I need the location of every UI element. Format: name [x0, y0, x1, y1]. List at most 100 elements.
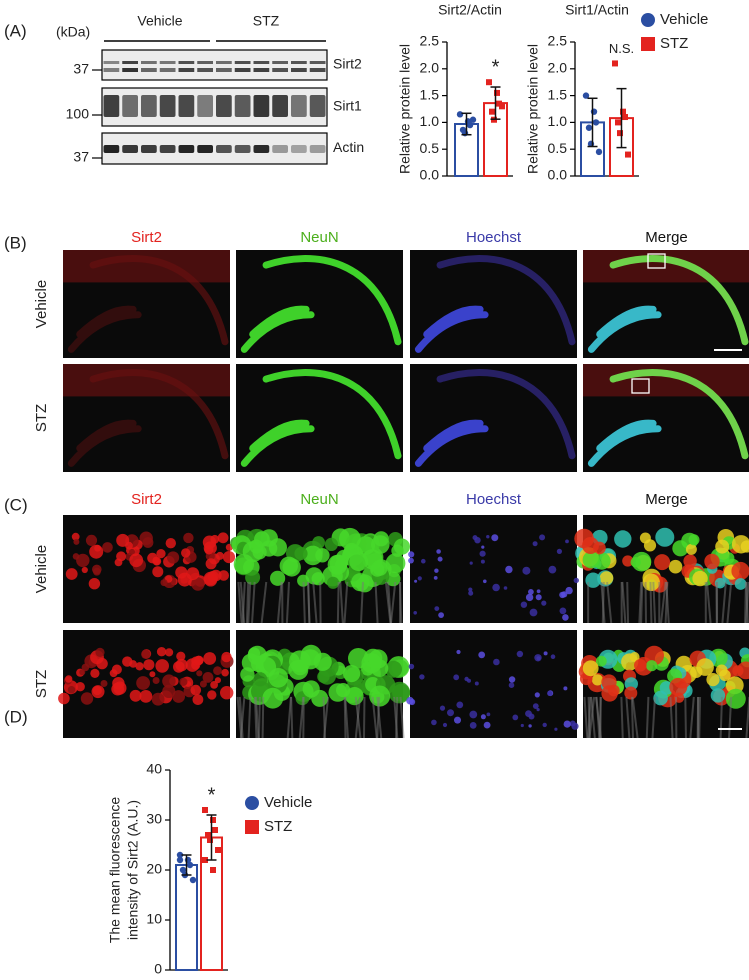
data-point [617, 130, 623, 137]
data-point [189, 876, 197, 884]
micrograph [583, 364, 749, 472]
blot-band [234, 145, 251, 153]
cell [408, 557, 414, 564]
blot-band [141, 95, 157, 117]
cell [419, 674, 425, 680]
cell [129, 553, 144, 568]
blot-band [141, 68, 157, 72]
cell [436, 549, 441, 554]
cell [559, 607, 567, 615]
dendrite [257, 696, 261, 739]
cell [630, 557, 641, 568]
dendrite [260, 581, 268, 624]
cell [343, 665, 361, 683]
cell [313, 652, 332, 671]
legend-swatch [245, 820, 259, 834]
cell [508, 682, 515, 688]
cell [345, 687, 364, 706]
y-tick-label: 40 [146, 761, 162, 777]
cell [731, 535, 749, 554]
stain-layer [240, 419, 315, 467]
cell [413, 611, 418, 615]
cell [196, 670, 203, 677]
blot-band [178, 145, 195, 153]
dendrite [630, 696, 634, 739]
data-point [615, 119, 621, 126]
dendrite [251, 581, 256, 624]
cell [96, 657, 108, 670]
cell [88, 578, 101, 590]
y-axis-label: Relative protein level [525, 44, 541, 174]
cell [481, 545, 485, 549]
cell [165, 648, 174, 657]
cell [221, 651, 232, 663]
cell [135, 662, 144, 671]
blot-band [178, 61, 195, 64]
cell [92, 685, 102, 696]
annotation: * [208, 784, 216, 806]
cell [454, 716, 461, 724]
dendrite [312, 581, 318, 624]
micrograph-bg [63, 515, 230, 623]
blot-frame [101, 49, 328, 81]
micrograph [583, 250, 749, 358]
column-header: Merge [645, 229, 688, 246]
cell [464, 676, 469, 682]
cell [634, 659, 647, 672]
blot-band [197, 61, 213, 64]
cell [349, 552, 369, 572]
cell [262, 687, 284, 709]
cell [683, 554, 697, 568]
data-point [205, 832, 211, 838]
cell [571, 722, 579, 730]
cell [391, 544, 404, 557]
blot-band [197, 95, 213, 117]
blot-band [291, 61, 307, 64]
cell [58, 692, 70, 705]
cell [240, 667, 255, 682]
cell [737, 661, 749, 680]
dendrite [638, 581, 643, 624]
dendrite [371, 696, 378, 739]
cell [532, 541, 538, 547]
cell [172, 690, 186, 703]
cell [492, 583, 500, 592]
cell [149, 671, 156, 678]
cell [222, 551, 236, 564]
cell [614, 530, 632, 548]
blot-band [253, 68, 270, 72]
dendrite [652, 581, 657, 624]
stain-layer [609, 255, 749, 346]
dendrite [620, 696, 624, 739]
cell [112, 677, 125, 690]
cell [199, 680, 207, 688]
cell [725, 688, 746, 709]
blot-unit: (kDa) [56, 24, 90, 40]
cell [408, 551, 415, 558]
micrograph [574, 515, 749, 624]
legend-label: Vehicle [264, 794, 312, 811]
micrograph-bg [410, 630, 577, 738]
cell [525, 593, 534, 602]
cell [483, 579, 487, 584]
data-point [207, 837, 213, 843]
legend-swatch [245, 796, 259, 810]
cell [478, 651, 486, 659]
annotation: * [492, 56, 500, 78]
cell [469, 710, 478, 719]
cell [202, 672, 214, 683]
y-axis-label: Relative protein level [397, 44, 413, 174]
cell [715, 539, 730, 554]
dendrite [590, 696, 596, 739]
dendrite [302, 581, 306, 624]
legend-swatch [641, 13, 655, 27]
dendrite [387, 581, 392, 624]
dendrite [626, 581, 630, 624]
cell [143, 659, 155, 671]
cell [539, 534, 546, 541]
cell [282, 558, 301, 577]
cell [486, 712, 491, 717]
cell [438, 612, 444, 618]
cell [371, 535, 390, 554]
cell [468, 590, 474, 596]
